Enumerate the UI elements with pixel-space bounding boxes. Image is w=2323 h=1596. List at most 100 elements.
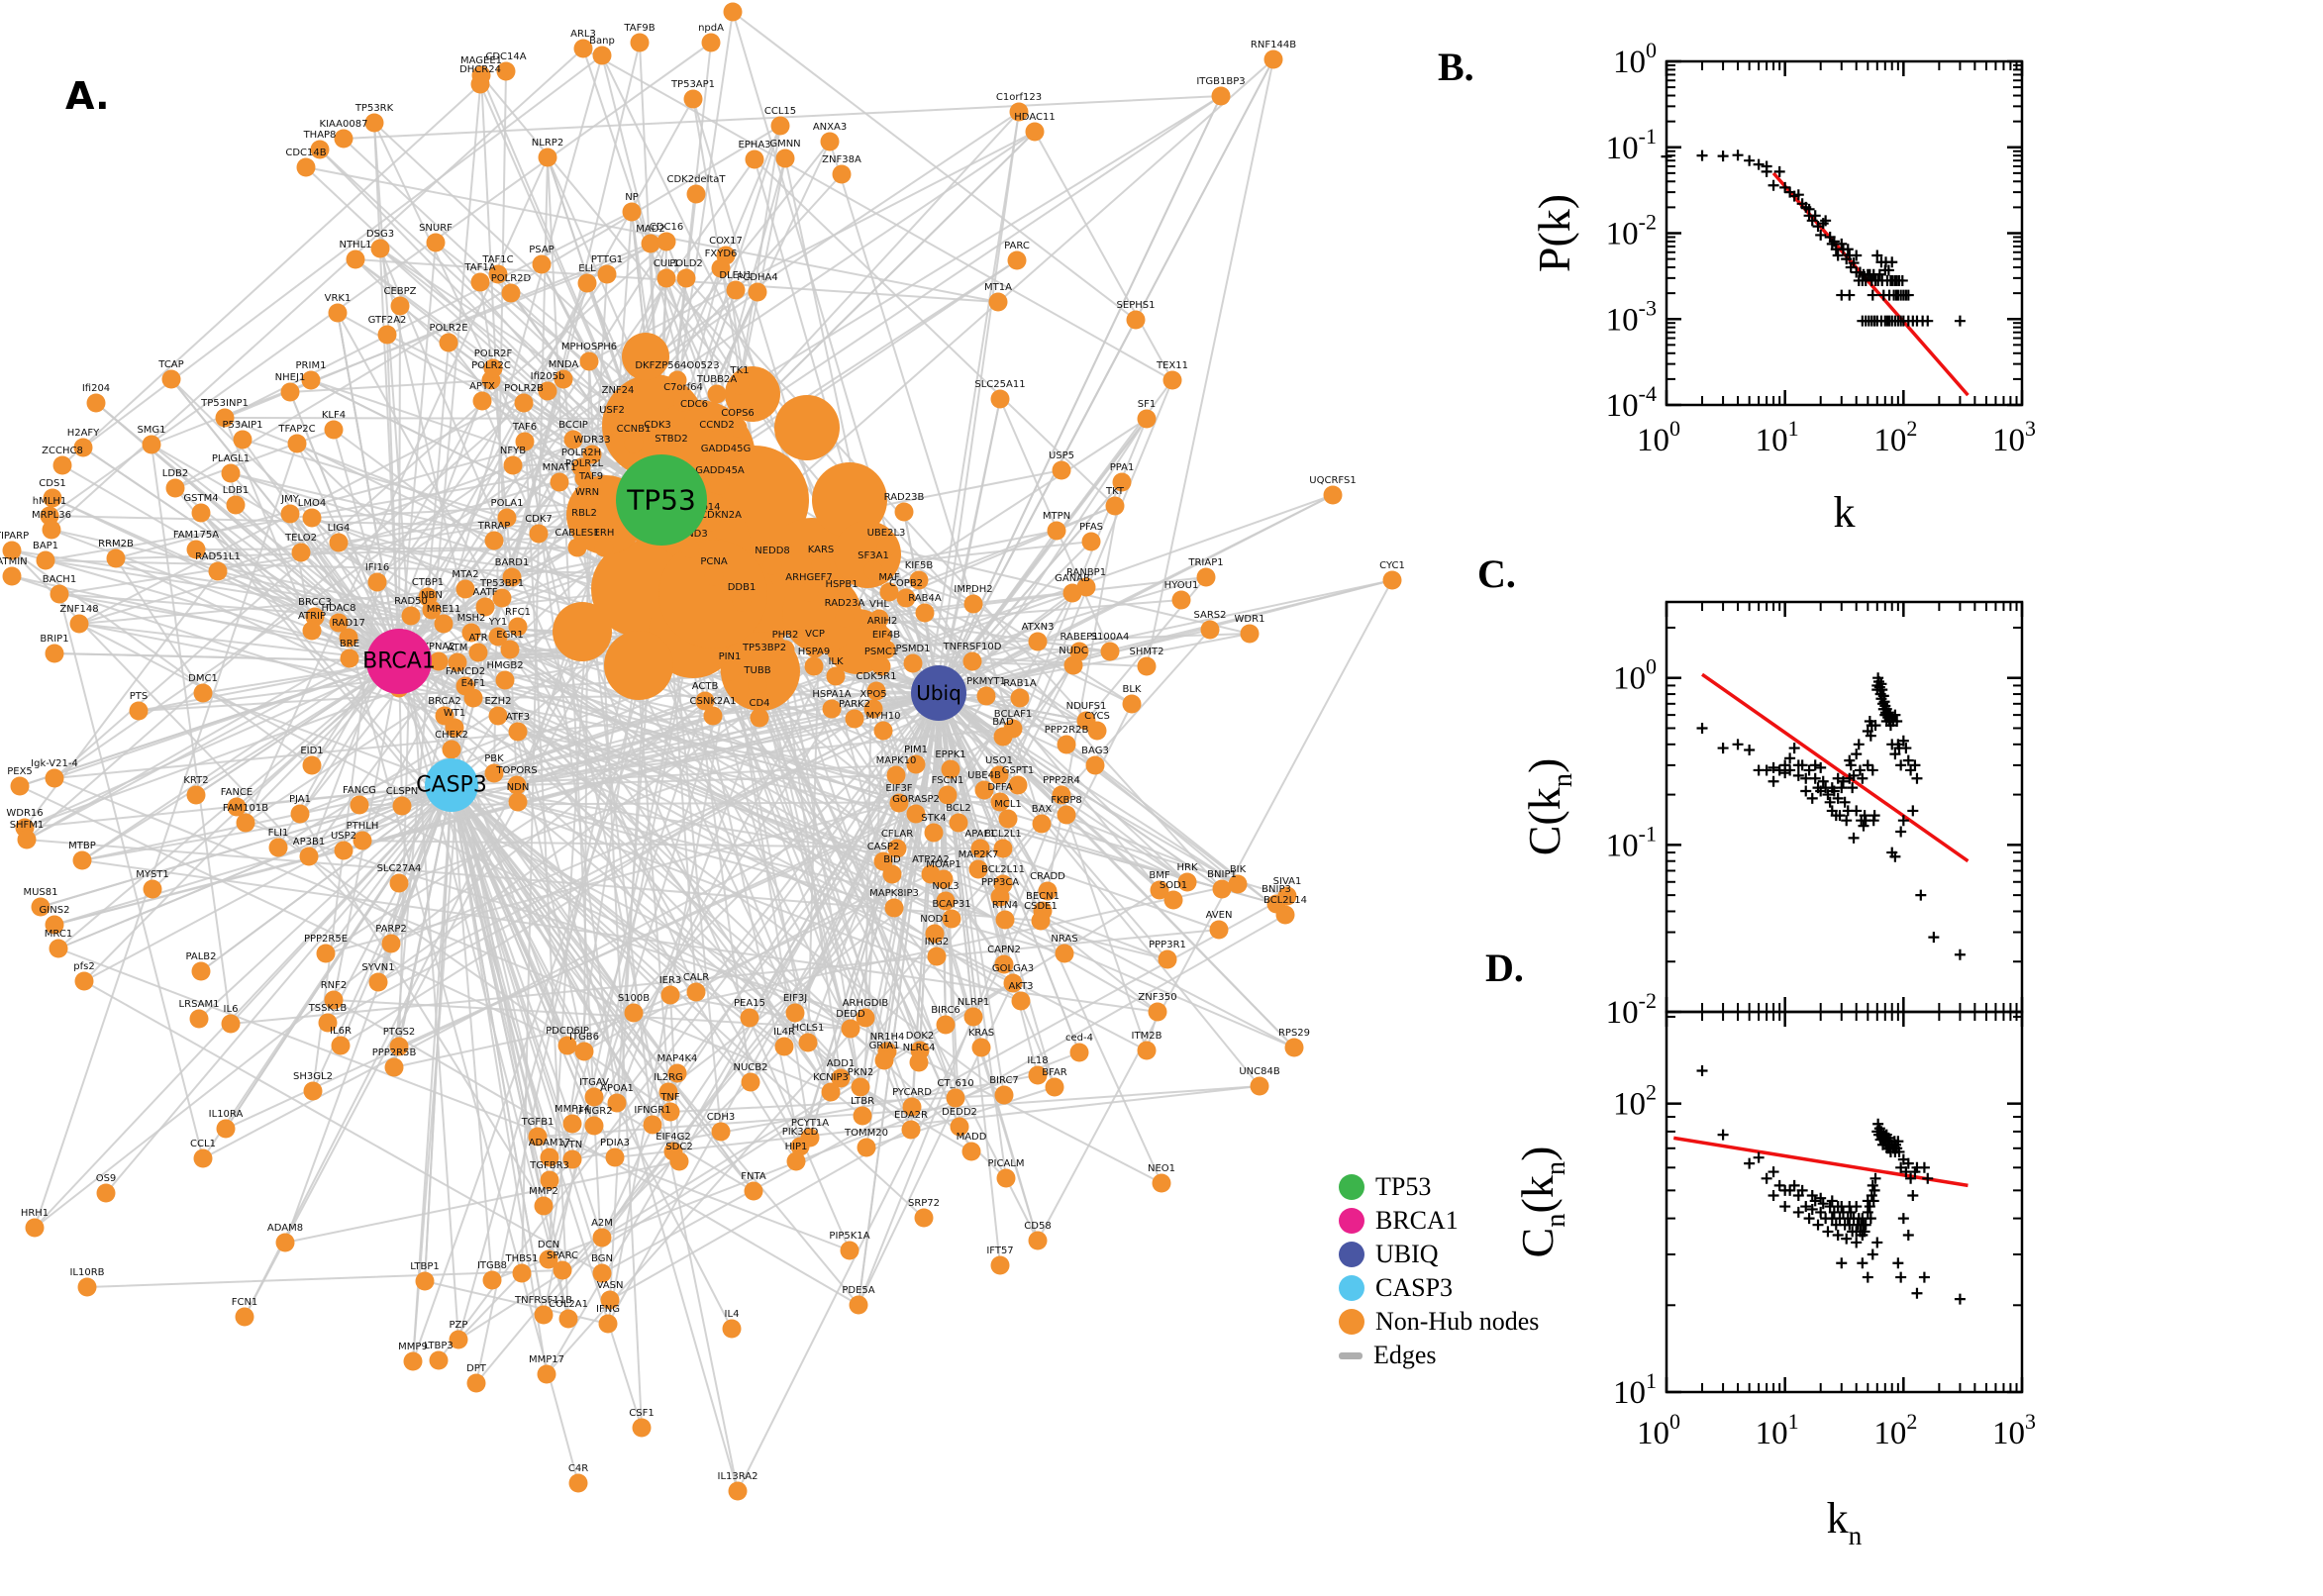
data-point xyxy=(1868,810,1880,822)
gene-node xyxy=(17,830,37,849)
edge xyxy=(195,547,605,550)
gene-node xyxy=(686,184,706,204)
gene-node xyxy=(350,795,369,815)
gene-node xyxy=(946,1088,965,1108)
gene-node xyxy=(426,233,446,252)
data-point xyxy=(1761,764,1772,776)
gene-label: THAP8 xyxy=(303,130,337,141)
gene-node xyxy=(597,264,617,284)
edge xyxy=(198,784,453,1020)
gene-node xyxy=(730,375,750,395)
gene-node xyxy=(622,202,642,222)
gene-node xyxy=(492,588,512,608)
gene-node xyxy=(711,1122,731,1142)
gene-node xyxy=(748,282,767,302)
edge xyxy=(95,402,885,1061)
gene-node xyxy=(774,1037,794,1056)
gene-node xyxy=(25,1218,45,1238)
data-point xyxy=(1851,249,1863,261)
gene-node xyxy=(968,859,988,879)
gene-node xyxy=(896,588,916,608)
gene-node xyxy=(216,1119,236,1139)
data-point xyxy=(1815,761,1827,773)
gene-node xyxy=(656,232,676,251)
edge xyxy=(61,83,481,466)
gene-node xyxy=(716,453,736,473)
gene-node xyxy=(422,600,442,620)
gene-node xyxy=(722,1319,742,1339)
gene-node xyxy=(303,1081,323,1101)
gene-node xyxy=(302,755,322,775)
data-point xyxy=(1867,1248,1878,1260)
data-point xyxy=(1773,764,1785,776)
edge xyxy=(174,429,335,489)
edge-swatch-icon xyxy=(1339,1351,1363,1359)
gene-node xyxy=(528,1127,548,1147)
edge xyxy=(938,692,1223,890)
gene-node xyxy=(236,813,255,833)
edge xyxy=(457,157,786,1341)
gene-label: CEBPZ xyxy=(383,286,416,297)
gene-node xyxy=(673,392,693,412)
edge xyxy=(299,731,519,815)
gene-node xyxy=(221,463,241,483)
gene-node xyxy=(1062,583,1082,603)
edge xyxy=(938,95,1222,694)
gene-label: POLR2E xyxy=(429,323,467,334)
data-point xyxy=(1792,1206,1804,1218)
gene-node xyxy=(191,503,211,523)
gene-node xyxy=(488,627,508,647)
gene-node xyxy=(667,370,687,390)
y-tick-label: 10-2 xyxy=(1606,210,1657,252)
nonhub-swatch-icon xyxy=(1339,1309,1364,1335)
legend-item: UBIQ xyxy=(1339,1240,1539,1268)
gene-node xyxy=(994,954,1014,974)
gene-node xyxy=(804,656,824,676)
edge xyxy=(284,784,453,1244)
gene-node xyxy=(949,813,968,833)
casp3-swatch-icon xyxy=(1339,1275,1364,1301)
data-point xyxy=(1922,1172,1934,1184)
gene-node xyxy=(495,670,515,690)
y-axis-title: P(k) xyxy=(1529,194,1579,272)
x-tick-label: 100 xyxy=(1637,1409,1680,1451)
edge xyxy=(289,379,492,393)
power-law-fit-line xyxy=(1701,672,1970,863)
gene-node xyxy=(866,681,886,701)
gene-node xyxy=(40,506,59,526)
gene-node xyxy=(1025,122,1045,142)
gene-node xyxy=(567,538,587,557)
gene-node xyxy=(1052,460,1071,480)
edge xyxy=(11,575,400,662)
edge xyxy=(1047,481,1123,892)
gene-node xyxy=(971,1038,991,1057)
edge xyxy=(844,576,1207,619)
data-point xyxy=(1822,1226,1834,1238)
gene-node xyxy=(994,1085,1014,1105)
edge xyxy=(284,1160,680,1244)
gene-node xyxy=(832,164,852,184)
gene-node xyxy=(1163,890,1183,910)
legend-label: CASP3 xyxy=(1375,1273,1454,1302)
edge xyxy=(230,929,1220,1025)
data-point xyxy=(1848,832,1860,844)
edge xyxy=(754,158,1116,507)
gene-node xyxy=(581,481,601,501)
data-point xyxy=(1744,745,1756,756)
dense-node-cluster xyxy=(604,631,673,700)
data-point xyxy=(1854,764,1866,776)
edge xyxy=(999,650,1080,803)
gene-node xyxy=(871,656,891,676)
gene-node xyxy=(1275,905,1295,925)
gene-node xyxy=(993,839,1013,858)
edge xyxy=(451,784,573,1125)
gene-node xyxy=(497,508,517,528)
edge xyxy=(11,575,446,717)
gene-node xyxy=(1028,1231,1048,1250)
gene-node xyxy=(296,157,316,177)
gene-node xyxy=(370,239,390,258)
gene-node xyxy=(889,793,909,813)
gene-node xyxy=(831,1068,851,1088)
gene-node xyxy=(849,1295,868,1315)
